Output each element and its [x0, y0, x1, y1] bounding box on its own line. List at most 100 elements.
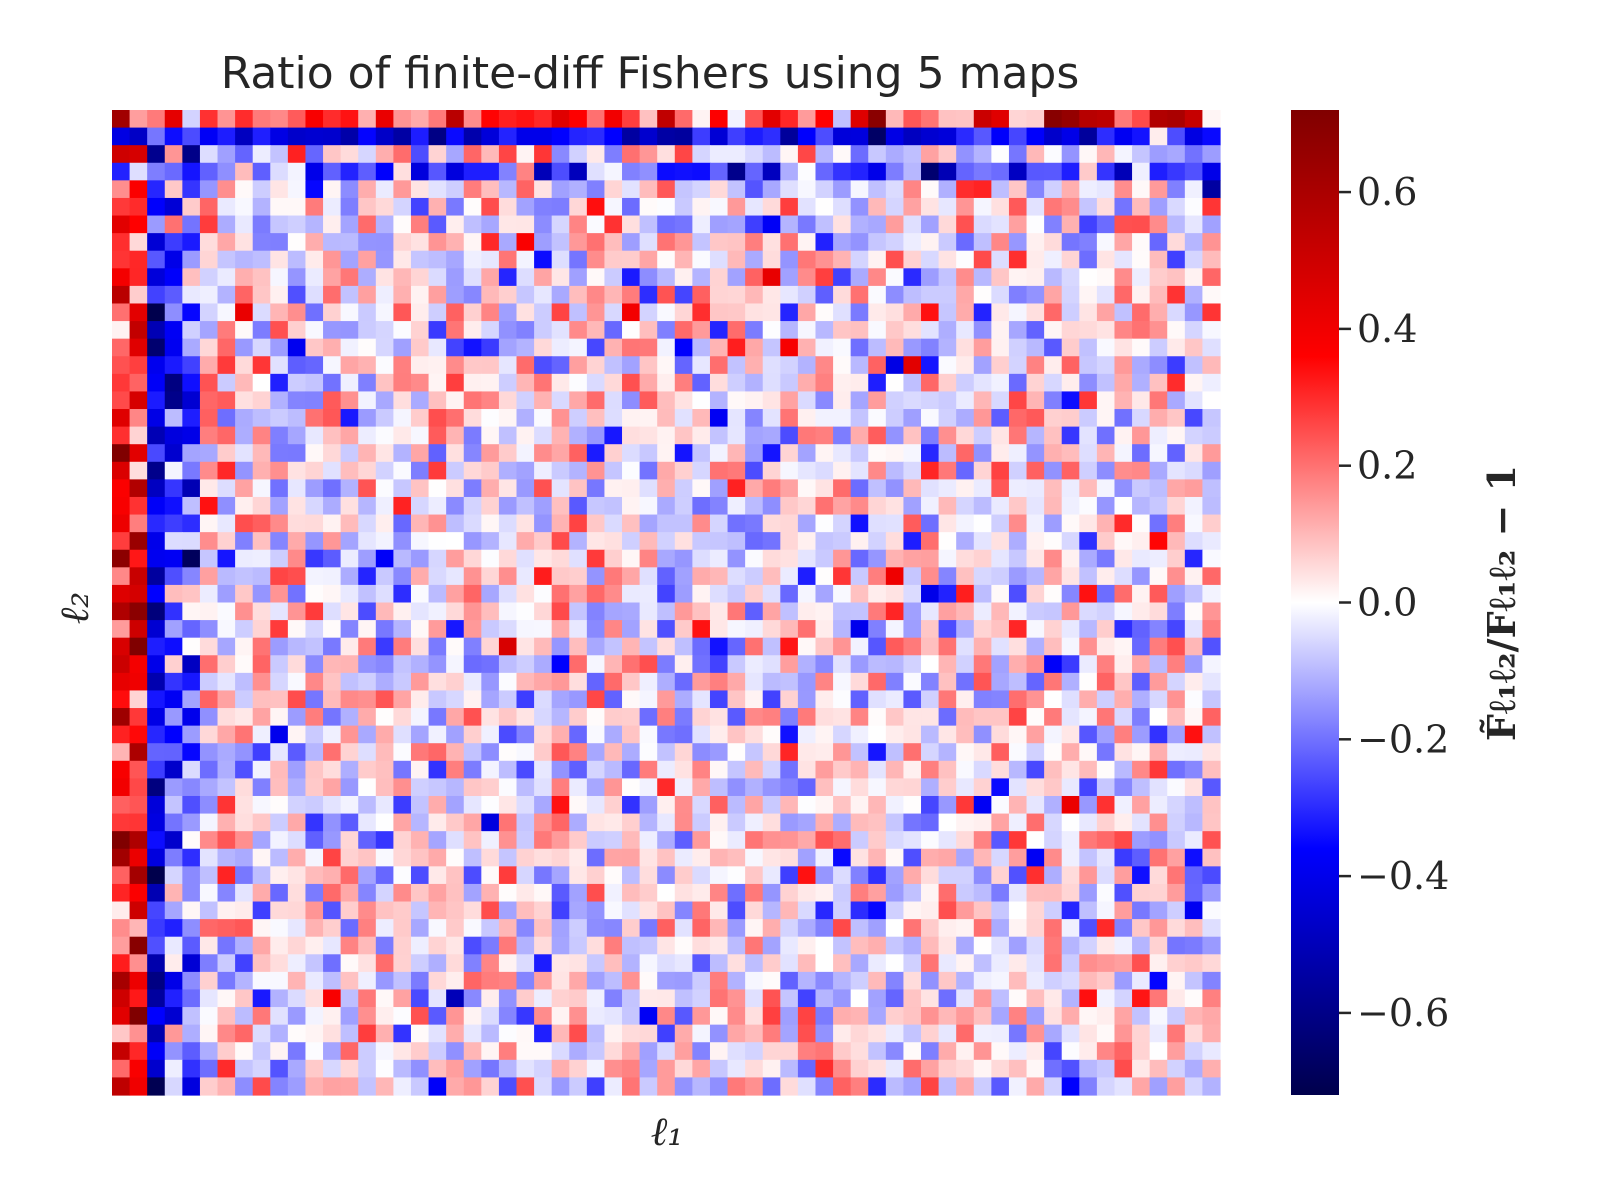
- heatmap-cell: [199, 444, 219, 463]
- heatmap-cell: [1149, 268, 1168, 287]
- heatmap-cell: [164, 162, 183, 181]
- heatmap-cell: [956, 813, 975, 832]
- heatmap-cell: [604, 936, 623, 955]
- heatmap-cell: [780, 145, 799, 164]
- heatmap-cell: [534, 549, 553, 568]
- heatmap-cell: [1184, 285, 1204, 305]
- heatmap-cell: [639, 655, 658, 674]
- heatmap-cell: [657, 197, 676, 217]
- heatmap-cell: [745, 1042, 764, 1061]
- heatmap-cell: [1132, 778, 1151, 797]
- heatmap-cell: [375, 971, 394, 991]
- heatmap-cell: [270, 338, 289, 357]
- heatmap-cell: [692, 479, 711, 498]
- heatmap-cell: [1096, 637, 1116, 656]
- heatmap-cell: [463, 831, 482, 850]
- heatmap-cell: [551, 1042, 570, 1061]
- heatmap-cell: [1132, 250, 1151, 269]
- heatmap-cell: [1114, 180, 1133, 199]
- heatmap-cell: [674, 1077, 693, 1096]
- heatmap-cell: [1044, 831, 1063, 850]
- heatmap-cell: [1061, 919, 1080, 938]
- heatmap-cell: [1149, 1042, 1168, 1061]
- heatmap-cell: [323, 567, 342, 586]
- heatmap-cell: [938, 602, 957, 621]
- heatmap-cell: [534, 584, 553, 604]
- heatmap-cell: [287, 356, 307, 375]
- heatmap-cell: [375, 813, 394, 832]
- heatmap-cell: [674, 145, 693, 164]
- heatmap-cell: [252, 760, 271, 779]
- heatmap-cell: [252, 303, 271, 322]
- heatmap-cell: [199, 1042, 219, 1061]
- heatmap-cell: [1132, 373, 1151, 393]
- heatmap-cell: [709, 338, 729, 357]
- heatmap-cell: [604, 672, 623, 692]
- heatmap-cell: [1026, 637, 1045, 656]
- heatmap-cell: [287, 708, 307, 727]
- heatmap-cell: [1079, 197, 1098, 217]
- heatmap-cell: [534, 532, 553, 551]
- heatmap-cell: [446, 479, 465, 498]
- heatmap-cell: [164, 637, 183, 656]
- heatmap-cell: [762, 197, 781, 217]
- heatmap-cell: [1132, 321, 1151, 340]
- heatmap-cell: [727, 127, 746, 146]
- colorbar-tick-label: 0.6: [1357, 170, 1417, 214]
- heatmap-cell: [112, 215, 131, 234]
- heatmap-cell: [709, 883, 729, 903]
- heatmap-cell: [252, 373, 271, 393]
- heatmap-cell: [674, 708, 693, 727]
- heatmap-cell: [199, 250, 219, 269]
- heatmap-cell: [921, 338, 940, 357]
- heatmap-cell: [1079, 215, 1098, 234]
- heatmap-cell: [1114, 690, 1133, 709]
- heatmap-cell: [516, 936, 535, 955]
- heatmap-cell: [270, 1007, 289, 1026]
- heatmap-cell: [305, 584, 324, 604]
- heatmap-cell: [534, 1007, 553, 1026]
- heatmap-cell: [569, 1059, 588, 1079]
- heatmap-cell: [674, 496, 693, 516]
- heatmap-cell: [797, 162, 817, 181]
- heatmap-cell: [850, 795, 869, 815]
- heatmap-cell: [393, 919, 412, 938]
- heatmap-cell: [921, 514, 940, 533]
- heatmap-cell: [833, 532, 852, 551]
- heatmap-cell: [1132, 426, 1151, 445]
- colorbar: [1291, 110, 1339, 1095]
- heatmap-cell: [1044, 426, 1063, 445]
- heatmap-cell: [323, 1077, 342, 1096]
- heatmap-cell: [622, 426, 641, 445]
- heatmap-cell: [147, 215, 166, 234]
- heatmap-cell: [235, 409, 254, 428]
- heatmap-cell: [358, 532, 377, 551]
- heatmap-cell: [252, 1024, 271, 1043]
- heatmap-cell: [164, 778, 183, 797]
- heatmap-cell: [375, 373, 394, 393]
- heatmap-cell: [868, 479, 887, 498]
- heatmap-cell: [1079, 461, 1098, 480]
- heatmap-cell: [1044, 1007, 1063, 1026]
- heatmap-cell: [164, 1077, 183, 1096]
- heatmap-cell: [1026, 971, 1045, 991]
- heatmap-cell: [305, 285, 324, 305]
- heatmap-cell: [498, 1007, 518, 1026]
- heatmap-cell: [1149, 180, 1168, 199]
- heatmap-cell: [1096, 725, 1116, 744]
- heatmap-cell: [446, 1024, 465, 1043]
- heatmap-cell: [850, 444, 869, 463]
- heatmap-cell: [1202, 268, 1221, 287]
- heatmap-cell: [815, 567, 834, 586]
- heatmap-cell: [235, 391, 254, 410]
- heatmap-cell: [991, 514, 1010, 533]
- heatmap-cell: [340, 356, 359, 375]
- heatmap-cell: [199, 285, 219, 305]
- heatmap-cell: [1079, 901, 1098, 920]
- heatmap-cell: [622, 409, 641, 428]
- heatmap-cell: [147, 778, 166, 797]
- heatmap-cell: [745, 145, 764, 164]
- heatmap-cell: [604, 795, 623, 815]
- heatmap-cell: [199, 409, 219, 428]
- heatmap-cell: [604, 496, 623, 516]
